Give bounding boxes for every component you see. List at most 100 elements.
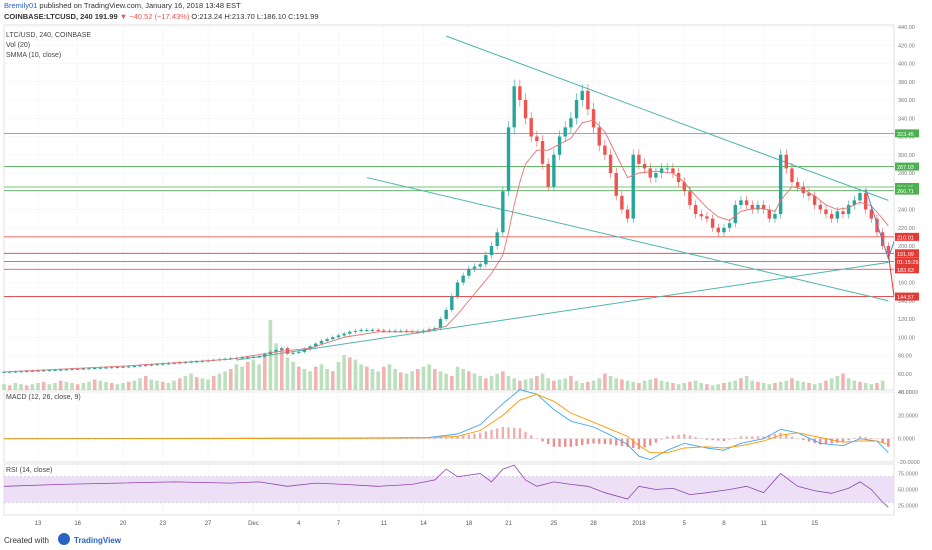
tradingview-logo-icon: [58, 533, 70, 545]
price-level-label: 260.71: [897, 189, 914, 195]
candle-body: [722, 227, 726, 233]
candle-body: [104, 367, 108, 369]
macd-histogram-bar: [694, 436, 697, 439]
macd-histogram-bar: [875, 438, 879, 440]
volume-bar: [869, 384, 874, 390]
macd-histogram-bar: [427, 438, 431, 440]
volume-bar: [47, 384, 52, 390]
candle-body: [319, 340, 324, 344]
candle-body: [637, 154, 641, 164]
candle-body: [183, 362, 188, 364]
volume-bar: [279, 349, 284, 390]
macd-histogram-bar: [637, 438, 641, 450]
candle-body: [750, 204, 754, 210]
volume-bar: [795, 380, 800, 390]
down-arrow-icon: ▼: [119, 12, 128, 21]
publish-info: published on TradingView.com, January 16…: [37, 1, 241, 10]
macd-line: [3, 389, 889, 461]
macd-histogram-bar: [649, 438, 652, 446]
macd-histogram-bar: [683, 434, 686, 439]
volume-bar: [149, 379, 154, 390]
x-tick-label: 8: [722, 521, 726, 527]
volume-bar: [824, 380, 828, 390]
macd-histogram-bar: [376, 438, 380, 440]
volume-bar: [342, 355, 346, 390]
volume-bar: [642, 380, 647, 390]
candle-body: [852, 200, 857, 205]
volume-bar: [2, 384, 6, 390]
volume-bar: [841, 373, 845, 390]
macd-histogram-bar: [405, 438, 408, 440]
volume-bar: [591, 380, 596, 390]
candle-body: [586, 90, 590, 110]
macd-histogram-bar: [802, 438, 805, 441]
candle-body: [189, 361, 193, 363]
volume-bar: [625, 380, 630, 390]
x-tick-label: 4: [297, 521, 301, 527]
candle-body: [784, 154, 788, 169]
price-level-tag: [895, 265, 919, 274]
candle-body: [472, 266, 477, 269]
volume-bar: [211, 376, 216, 390]
volume-bar: [325, 369, 329, 390]
candle-body: [172, 362, 176, 364]
volume-bar: [87, 381, 91, 390]
candle-body: [665, 168, 669, 170]
candle-body: [489, 246, 494, 256]
volume-bar: [608, 376, 613, 390]
volume-bar: [160, 381, 165, 390]
macd-histogram-bar: [547, 438, 550, 445]
macd-histogram-bar: [388, 438, 391, 440]
volume-bar: [478, 376, 482, 390]
volume-bar: [285, 357, 290, 390]
volume-bar: [699, 383, 704, 390]
macd-histogram-bar: [847, 438, 850, 441]
macd-tick-label: 20.0000: [898, 413, 918, 419]
volume-bar: [200, 378, 205, 390]
volume-bar: [682, 383, 687, 390]
macd-tick-label: -20.0000: [898, 460, 920, 466]
volume-bar: [217, 373, 222, 390]
macd-histogram-bar: [728, 438, 731, 440]
macd-histogram-bar: [643, 438, 646, 448]
price-level-label: 183.63: [897, 268, 914, 274]
macd-histogram-bar: [444, 437, 448, 439]
candle-body: [64, 369, 69, 371]
volume-bar: [438, 371, 443, 390]
candle-body: [710, 218, 715, 228]
y-tick-label: 40.00: [898, 390, 912, 396]
candle-body: [744, 200, 749, 205]
x-tick-label: 13: [35, 521, 42, 527]
author-name[interactable]: Bremily01: [4, 1, 38, 10]
volume-bar: [778, 381, 783, 390]
candle-body: [336, 335, 341, 338]
candle-body: [739, 200, 743, 205]
candle-body: [70, 369, 74, 371]
candle-body: [421, 330, 426, 332]
candle-body: [597, 127, 601, 146]
candle-body: [274, 350, 278, 352]
macd-histogram-bar: [881, 438, 884, 443]
candle-body: [841, 211, 845, 215]
macd-histogram-bar: [734, 437, 737, 439]
macd-histogram-bar: [512, 427, 516, 439]
price-level-tag: [895, 186, 919, 195]
y-tick-label: 80.00: [898, 354, 912, 360]
candle-body: [382, 330, 386, 332]
macd-histogram-bar: [2, 438, 6, 440]
y-tick-label: 400.00: [898, 62, 915, 68]
volume-bar: [665, 381, 670, 390]
volume-bar: [121, 383, 125, 390]
macd-histogram-bar: [858, 436, 862, 439]
macd-histogram-bar: [841, 438, 845, 443]
candle-body: [331, 337, 335, 340]
candle-body: [314, 343, 318, 347]
y-tick-label: 60.00: [898, 372, 912, 378]
candle-body: [24, 371, 29, 373]
candle-body: [246, 357, 250, 359]
volume-bar: [70, 383, 74, 390]
candle-body: [365, 329, 369, 331]
footer-brand[interactable]: TradingView: [74, 536, 121, 545]
y-tick-label: 340.00: [898, 116, 915, 122]
